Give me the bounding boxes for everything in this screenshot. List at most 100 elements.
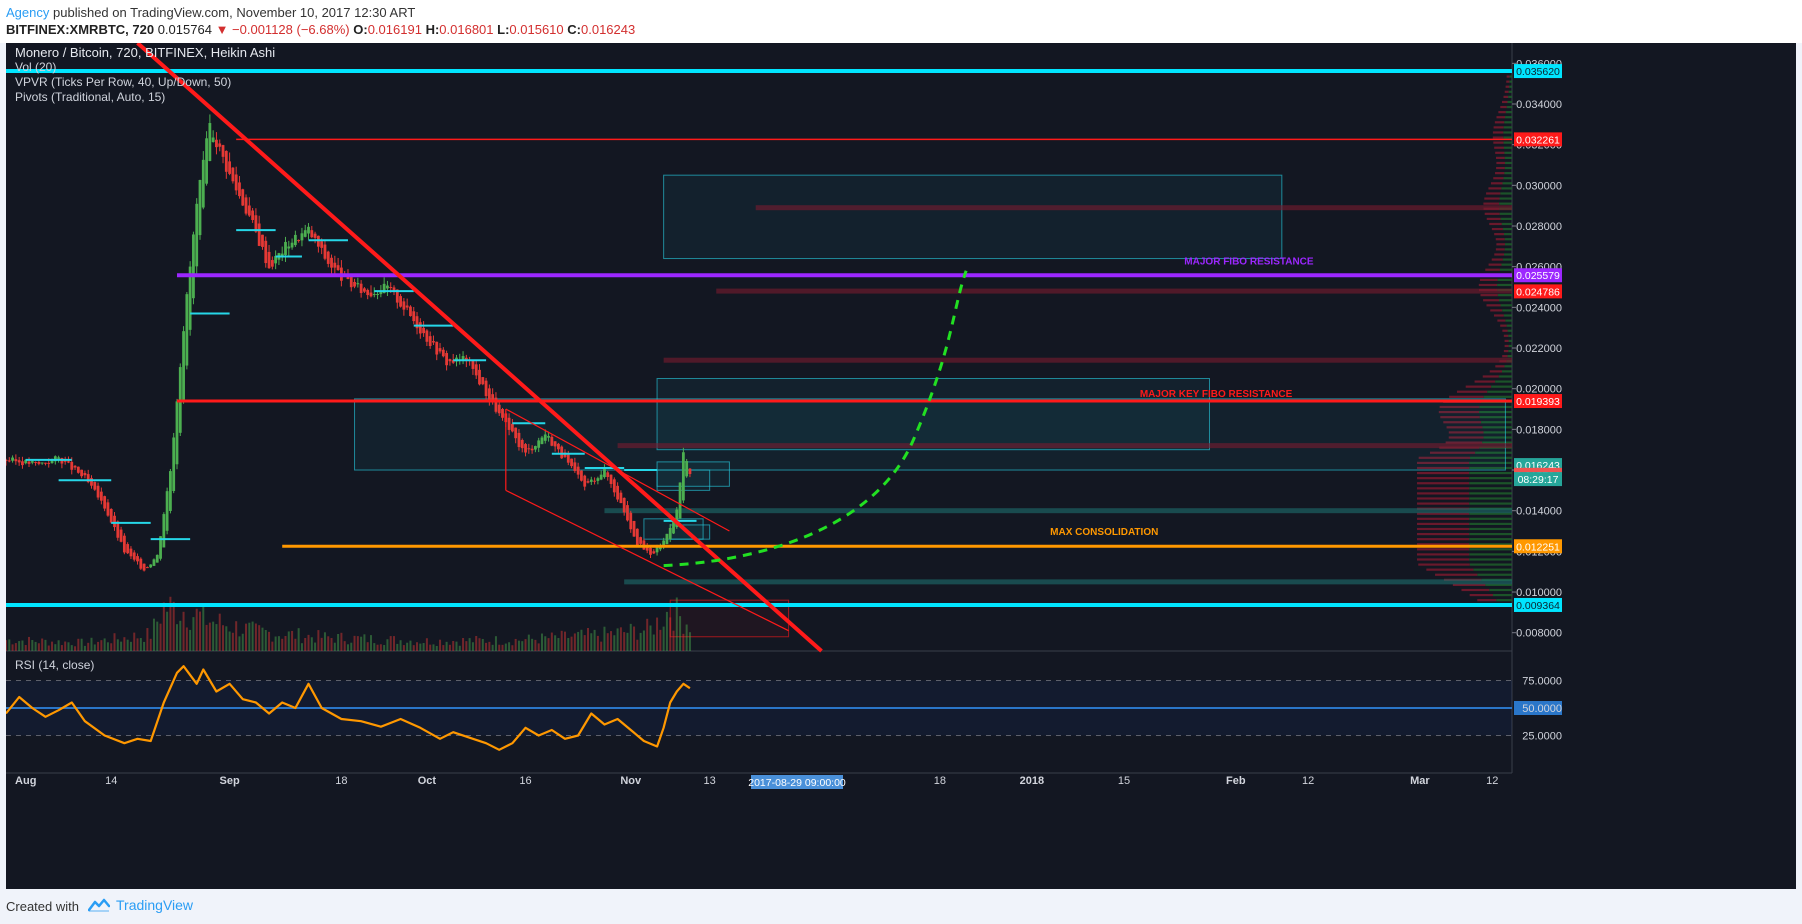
volume-bar [662, 626, 665, 651]
legend-pivots[interactable]: Pivots (Traditional, Auto, 15) [15, 90, 166, 104]
candle-body [527, 448, 531, 450]
candle-body [76, 466, 80, 473]
candle-body [576, 466, 580, 475]
candle-body [320, 241, 324, 248]
vpvr-down-bar [1438, 410, 1480, 414]
vpvr-up-bar [1469, 563, 1512, 566]
footer: Created with TradingView [0, 889, 1802, 924]
candle-body [376, 294, 379, 296]
legend-vol[interactable]: Vol (20) [15, 60, 57, 74]
candle-body [182, 331, 185, 400]
volume-bar [679, 616, 682, 651]
volume-bar [77, 638, 80, 651]
vpvr-up-bar [1503, 314, 1512, 317]
volume-bar [583, 635, 586, 651]
publish-line: Agency published on TradingView.com, Nov… [6, 5, 415, 20]
candle-body [672, 520, 675, 534]
candle-body [583, 475, 587, 487]
volume-bar [327, 636, 330, 651]
candle-body [543, 434, 547, 441]
candle-body [70, 461, 74, 470]
vpvr-down-bar [1495, 248, 1505, 251]
vpvr-up-bar [1503, 146, 1512, 149]
close-label: C: [567, 22, 581, 37]
vpvr-down-bar [1502, 355, 1508, 358]
vpvr-up-bar [1504, 365, 1512, 368]
vpvr-up-bar [1469, 466, 1512, 470]
candle-body [24, 459, 28, 464]
publish-text: published on TradingView.com, November 1… [53, 5, 416, 20]
volume-bar [353, 635, 356, 651]
volume-bar [340, 632, 343, 651]
candle-body [471, 359, 475, 369]
vpvr-up-bar [1508, 334, 1512, 337]
candle-body [635, 528, 639, 546]
vpvr-down-bar [1417, 532, 1470, 536]
volume-bar [103, 638, 106, 651]
candle-body [616, 485, 620, 500]
volume-bar [18, 641, 21, 651]
candle-body [412, 311, 416, 322]
candle-body [40, 462, 44, 464]
volume-bar [195, 608, 198, 651]
volume-bar [169, 596, 172, 651]
vpvr-up-bar [1469, 461, 1512, 465]
vpvr-down-bar [1506, 75, 1510, 78]
price-tick-label: 0.022000 [1516, 343, 1562, 355]
vpvr-up-bar [1506, 105, 1512, 109]
vpvr-down-bar [1418, 456, 1471, 459]
candle-body [172, 437, 176, 492]
author-link[interactable]: Agency [6, 5, 50, 20]
candle-body [356, 283, 360, 285]
candle-body [53, 456, 57, 462]
volume-bar [422, 643, 425, 651]
candle-body [307, 226, 310, 234]
volume-bar [366, 642, 369, 651]
vpvr-down-bar [1417, 502, 1470, 505]
candle-body [169, 471, 172, 511]
vpvr-down-bar [1502, 100, 1508, 104]
legend-vpvr[interactable]: VPVR (Ticks Per Row, 40, Up/Down, 50) [15, 75, 232, 89]
vpvr-down-bar [1483, 202, 1500, 205]
candle-body [609, 474, 613, 484]
vpvr-down-bar [1500, 105, 1507, 109]
candle-body [586, 481, 590, 483]
volume-bar [465, 641, 468, 651]
vpvr-up-bar [1502, 227, 1512, 231]
candle-body [382, 283, 386, 294]
volume-bar [281, 638, 284, 651]
volume-bar [136, 638, 139, 651]
volume-bar [330, 638, 333, 651]
volume-bar [28, 636, 31, 651]
price-tick-label: 0.008000 [1516, 628, 1562, 640]
candle-body [192, 234, 195, 299]
volume-bar [383, 645, 386, 651]
candle-body [349, 276, 353, 288]
vpvr-up-bar [1503, 126, 1512, 129]
upper-supply-zone [663, 174, 1283, 260]
candle-body [198, 179, 202, 236]
volume-bar [317, 630, 320, 651]
vpvr-down-bar [1491, 227, 1503, 231]
legend-rsi[interactable]: RSI (14, close) [15, 658, 95, 672]
chart-area[interactable]: MAJOR FIBO RESISTANCE MAJOR KEY FIBO RESI… [6, 43, 1796, 889]
candle-body [17, 460, 21, 463]
vpvr-up-bar [1469, 497, 1512, 500]
volume-bar [540, 633, 543, 651]
candle-body [270, 260, 274, 267]
volume-bar [494, 636, 497, 651]
low-label: L: [497, 22, 510, 37]
vpvr-down-bar [1469, 593, 1493, 597]
price-chart-svg[interactable]: MAJOR FIBO RESISTANCE MAJOR KEY FIBO RESI… [6, 43, 1796, 889]
candle-body [662, 540, 666, 548]
candle-body [21, 461, 24, 466]
vpvr-up-bar [1499, 202, 1512, 205]
volume-bar [57, 640, 60, 651]
candle-body [254, 215, 258, 232]
tradingview-brand[interactable]: TradingView [88, 897, 193, 913]
vpvr-up-bar [1477, 573, 1512, 576]
volume-bar [386, 639, 389, 651]
vpvr-down-bar [1445, 441, 1483, 444]
volume-bar [527, 634, 530, 651]
candle-body [7, 460, 11, 462]
